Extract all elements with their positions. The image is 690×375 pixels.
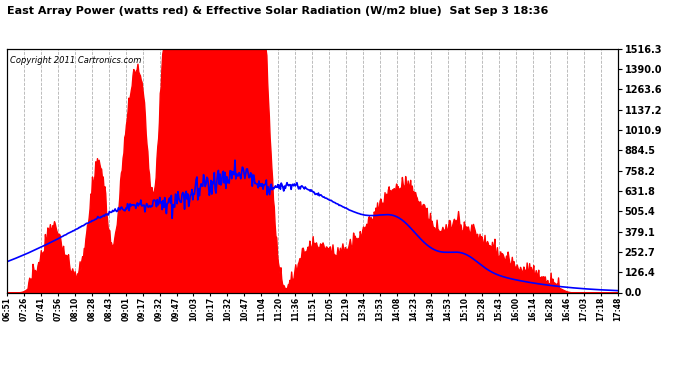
Text: East Array Power (watts red) & Effective Solar Radiation (W/m2 blue)  Sat Sep 3 : East Array Power (watts red) & Effective…	[7, 6, 549, 16]
Text: Copyright 2011 Cartronics.com: Copyright 2011 Cartronics.com	[10, 56, 141, 65]
